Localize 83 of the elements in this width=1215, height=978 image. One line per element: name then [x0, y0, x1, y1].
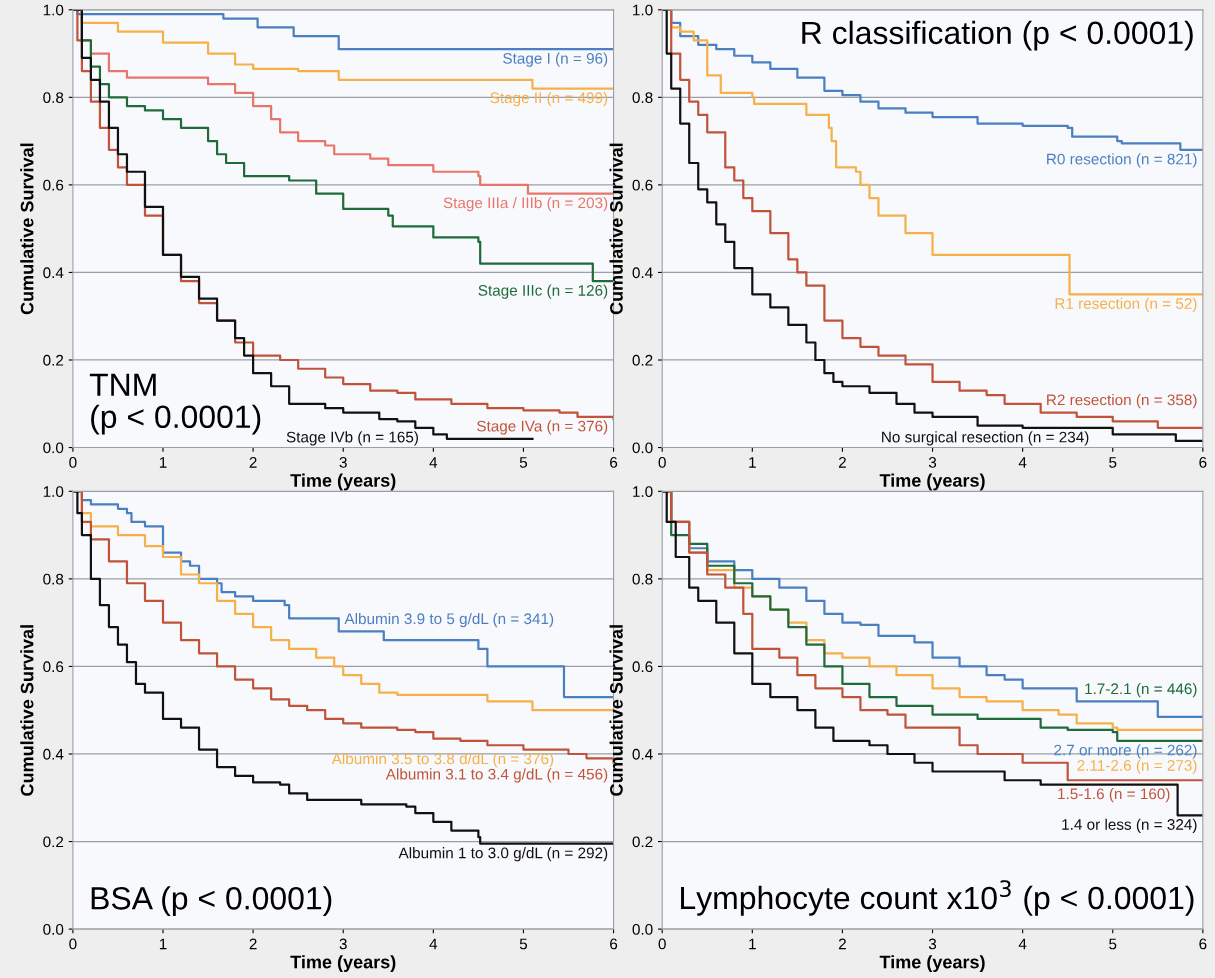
y-tick-label: 0.0: [43, 923, 64, 935]
x-tick-label: 5: [519, 457, 528, 468]
series-label: Stage IIIc (n = 126): [478, 284, 608, 299]
text: 1.7-2.1 (n = 446): [1085, 682, 1197, 698]
y-tick-label: 1.0: [43, 4, 64, 16]
x-axis-title: Time (years): [290, 955, 396, 972]
y-tick-label: 0.8: [632, 92, 653, 104]
x-axis-title: Time (years): [290, 473, 396, 491]
series-label: R2 resection (n = 358): [1047, 394, 1197, 409]
y-tick-label: 0.2: [43, 354, 64, 366]
y-tick-label: 0.0: [43, 442, 64, 454]
x-tick-label: 1: [749, 938, 756, 950]
x-tick-label: 4: [429, 457, 438, 468]
x-tick-label: 2: [838, 456, 846, 468]
x-tick-label: 4: [1018, 938, 1027, 950]
x-tick-label: 6: [1199, 938, 1207, 950]
y-tick-label: 0.2: [632, 836, 653, 848]
x-tick-label: 5: [1109, 457, 1117, 468]
series-label: 1.4 or less (n = 324): [1062, 818, 1197, 833]
x-tick-label: 2: [838, 938, 846, 950]
series-label: Stage IVa (n = 376): [477, 420, 608, 435]
y-tick-label: 0.6: [632, 179, 653, 191]
y-tick-label: 1.0: [633, 4, 653, 16]
text: Lymphocyte count x10$^{3}$ (p < 0.0001): [681, 880, 1194, 916]
x-axis-title: Time (years): [879, 955, 985, 972]
series-label: No surgical resection (n = 234): [882, 431, 1089, 446]
x-axis-title: Time (years): [879, 473, 985, 491]
x-tick-label: 3: [928, 456, 937, 468]
x-tick-label: 2: [249, 938, 257, 950]
y-tick-label: 1.0: [43, 486, 64, 498]
series-label: R1 resection (n = 52): [1055, 297, 1197, 312]
y-tick-label: 0.4: [632, 748, 653, 760]
y-tick-label: 0.6: [632, 661, 653, 673]
y-tick-label: 0.4: [43, 748, 64, 760]
series-label: Albumin 3.9 to 5 g/dL (n = 341): [344, 612, 554, 628]
y-axis-title: Cumulative Survival: [20, 625, 34, 796]
x-tick-label: 6: [610, 456, 618, 468]
x-tick-label: 6: [1199, 456, 1207, 468]
x-tick-label: 3: [339, 938, 347, 950]
y-tick-label: 0.2: [632, 354, 653, 366]
series-label: Stage I (n = 96): [503, 52, 608, 67]
y-axis-title: Cumulative Survival: [609, 625, 623, 796]
x-tick-label: 1: [159, 938, 167, 950]
x-tick-label: 1: [159, 457, 167, 468]
series-label: Stage IVb (n = 165): [286, 431, 418, 446]
chart-title: R classification (p < 0.0001): [802, 20, 1193, 51]
x-tick-label: 6: [610, 938, 618, 950]
text: TNM (p < 0.0001): [89, 373, 261, 435]
series-label: 1.5-1.6 (n = 160): [1058, 788, 1170, 803]
x-tick-label: 1: [749, 457, 756, 468]
series-label: Albumin 3.1 to 3.4 g/dL (n = 456): [385, 768, 608, 783]
x-tick-label: 4: [429, 938, 438, 950]
y-tick-label: 0.8: [632, 573, 653, 585]
x-tick-label: 0: [69, 938, 77, 950]
y-tick-label: 0.4: [43, 267, 64, 279]
y-tick-label: 0.6: [43, 179, 64, 191]
series-label: R0 resection (n = 821): [1047, 153, 1197, 168]
y-tick-label: 1.0: [633, 486, 653, 498]
y-axis-title: Cumulative Survival: [20, 143, 34, 315]
x-tick-label: 4: [1018, 457, 1027, 468]
y-axis-title: Cumulative Survival: [609, 143, 623, 315]
x-tick-label: 0: [69, 456, 77, 468]
series-label: Stage IIIa / IIIb (n = 203): [443, 197, 608, 212]
y-tick-label: 0.0: [632, 923, 653, 935]
y-tick-label: 0.6: [43, 661, 64, 673]
y-tick-label: 0.0: [632, 442, 653, 454]
x-tick-label: 0: [658, 456, 666, 468]
x-tick-label: 5: [519, 938, 528, 950]
x-tick-label: 0: [658, 938, 666, 950]
y-tick-label: 0.8: [43, 573, 64, 585]
text: Albumin 3.5 to 3.8 d/dL (n = 376): [331, 753, 554, 768]
series-label: Albumin 1 to 3.0 g/dL (n = 292): [398, 847, 608, 862]
x-tick-label: 5: [1109, 938, 1117, 950]
y-tick-label: 0.4: [632, 267, 653, 279]
x-tick-label: 2: [249, 456, 257, 468]
x-tick-label: 3: [339, 456, 347, 468]
series-label: 2.7 or more (n = 262): [1054, 744, 1197, 759]
text: BSA (p < 0.0001): [91, 886, 332, 916]
y-tick-label: 0.2: [43, 836, 64, 848]
x-tick-label: 3: [928, 938, 937, 950]
series-label: 2.11-2.6 (n = 273): [1077, 759, 1197, 774]
y-tick-label: 0.8: [43, 92, 64, 104]
series-label: Stage II (n = 499): [490, 91, 608, 107]
